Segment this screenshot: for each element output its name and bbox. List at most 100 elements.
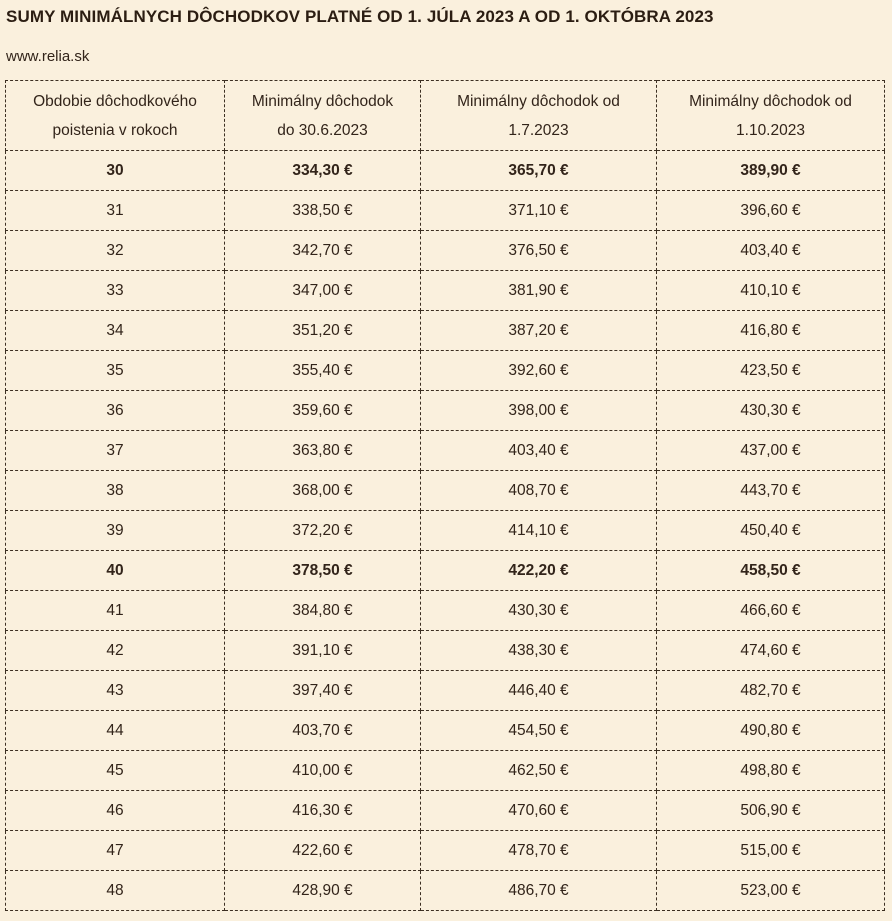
cell-before-jul-2023: 347,00 € [224, 270, 421, 311]
table-row: 32 342,70 €376,50 €403,40 € [5, 230, 885, 271]
cell-before-jul-2023: 372,20 € [224, 510, 421, 551]
table-row: 44 403,70 €454,50 €490,80 € [5, 710, 885, 751]
cell-before-jul-2023: 410,00 € [224, 750, 421, 791]
cell-before-jul-2023: 391,10 € [224, 630, 421, 671]
cell-from-jul-2023: 422,20 € [420, 550, 657, 591]
cell-from-oct-2023: 474,60 € [656, 630, 885, 671]
cell-from-oct-2023: 490,80 € [656, 710, 885, 751]
cell-before-jul-2023: 397,40 € [224, 670, 421, 711]
header-from-jul-2023: Minimálny dôchodok od 1.7.2023 [420, 80, 657, 151]
pension-table-body: 30 334,30 €365,70 €389,90 €31 338,50 €371,… [5, 150, 885, 911]
header-line: poistenia v rokoch [52, 121, 178, 139]
cell-from-oct-2023: 403,40 € [656, 230, 885, 271]
cell-from-jul-2023: 376,50 € [420, 230, 657, 271]
table-row: 33 347,00 €381,90 €410,10 € [5, 270, 885, 311]
cell-before-jul-2023: 384,80 € [224, 590, 421, 631]
cell-from-oct-2023: 396,60 € [656, 190, 885, 231]
cell-before-jul-2023: 342,70 € [224, 230, 421, 271]
table-row: 35 355,40 €392,60 €423,50 € [5, 350, 885, 391]
cell-insurance-years: 47 [5, 830, 225, 871]
cell-from-oct-2023: 498,80 € [656, 750, 885, 791]
cell-from-jul-2023: 438,30 € [420, 630, 657, 671]
cell-insurance-years: 42 [5, 630, 225, 671]
cell-insurance-years: 32 [5, 230, 225, 271]
cell-from-jul-2023: 430,30 € [420, 590, 657, 631]
header-line: Minimálny dôchodok [251, 92, 394, 110]
cell-before-jul-2023: 363,80 € [224, 430, 421, 471]
table-header: Obdobie dôchodkového poistenia v rokoch … [5, 80, 885, 151]
header-line: Obdobie dôchodkového [33, 92, 197, 110]
table-row: 46 416,30 €470,60 €506,90 € [5, 790, 885, 831]
header-before-jul-2023: Minimálny dôchodok do 30.6.2023 [224, 80, 421, 151]
table-row: 30 334,30 €365,70 €389,90 € [5, 150, 885, 191]
cell-insurance-years: 44 [5, 710, 225, 751]
cell-before-jul-2023: 428,90 € [224, 870, 421, 911]
cell-from-jul-2023: 414,10 € [420, 510, 657, 551]
header-line: Minimálny dôchodok od [689, 92, 852, 110]
cell-insurance-years: 35 [5, 350, 225, 391]
cell-insurance-years: 34 [5, 310, 225, 351]
cell-insurance-years: 46 [5, 790, 225, 831]
cell-from-oct-2023: 515,00 € [656, 830, 885, 871]
header-insurance-years: Obdobie dôchodkového poistenia v rokoch [5, 80, 225, 151]
cell-before-jul-2023: 422,60 € [224, 830, 421, 871]
header-line: Minimálny dôchodok od [457, 92, 620, 110]
cell-insurance-years: 33 [5, 270, 225, 311]
table-row: 34 351,20 €387,20 €416,80 € [5, 310, 885, 351]
table-row: 38 368,00 €408,70 €443,70 € [5, 470, 885, 511]
cell-from-oct-2023: 466,60 € [656, 590, 885, 631]
table-row: 41 384,80 €430,30 €466,60 € [5, 590, 885, 631]
cell-from-jul-2023: 454,50 € [420, 710, 657, 751]
cell-before-jul-2023: 351,20 € [224, 310, 421, 351]
source-url: www.relia.sk [6, 48, 90, 65]
cell-from-oct-2023: 458,50 € [656, 550, 885, 591]
table-row: 42 391,10 €438,30 €474,60 € [5, 630, 885, 671]
cell-from-jul-2023: 392,60 € [420, 350, 657, 391]
table-row: 37 363,80 €403,40 €437,00 € [5, 430, 885, 471]
cell-insurance-years: 43 [5, 670, 225, 711]
page-title: SUMY MINIMÁLNYCH DÔCHODKOV PLATNÉ OD 1. … [6, 7, 714, 26]
cell-insurance-years: 38 [5, 470, 225, 511]
cell-from-jul-2023: 486,70 € [420, 870, 657, 911]
cell-from-jul-2023: 408,70 € [420, 470, 657, 511]
cell-from-oct-2023: 389,90 € [656, 150, 885, 191]
cell-insurance-years: 37 [5, 430, 225, 471]
cell-insurance-years: 45 [5, 750, 225, 791]
cell-before-jul-2023: 355,40 € [224, 350, 421, 391]
header-line: do 30.6.2023 [277, 121, 368, 139]
cell-from-oct-2023: 523,00 € [656, 870, 885, 911]
table-row: 31 338,50 €371,10 €396,60 € [5, 190, 885, 231]
cell-insurance-years: 30 [5, 150, 225, 191]
header-from-oct-2023: Minimálny dôchodok od 1.10.2023 [656, 80, 885, 151]
cell-from-oct-2023: 430,30 € [656, 390, 885, 431]
cell-from-jul-2023: 398,00 € [420, 390, 657, 431]
table-row: 47 422,60 €478,70 €515,00 € [5, 830, 885, 871]
cell-before-jul-2023: 334,30 € [224, 150, 421, 191]
cell-from-oct-2023: 416,80 € [656, 310, 885, 351]
cell-from-oct-2023: 423,50 € [656, 350, 885, 391]
cell-insurance-years: 36 [5, 390, 225, 431]
table-row: 45 410,00 €462,50 €498,80 € [5, 750, 885, 791]
minimum-pension-table: Obdobie dôchodkového poistenia v rokoch … [5, 80, 885, 911]
cell-from-jul-2023: 446,40 € [420, 670, 657, 711]
cell-insurance-years: 41 [5, 590, 225, 631]
cell-from-jul-2023: 470,60 € [420, 790, 657, 831]
cell-from-jul-2023: 462,50 € [420, 750, 657, 791]
cell-from-oct-2023: 450,40 € [656, 510, 885, 551]
cell-from-oct-2023: 437,00 € [656, 430, 885, 471]
cell-from-jul-2023: 478,70 € [420, 830, 657, 871]
cell-from-jul-2023: 403,40 € [420, 430, 657, 471]
cell-from-oct-2023: 482,70 € [656, 670, 885, 711]
table-row: 36 359,60 €398,00 €430,30 € [5, 390, 885, 431]
cell-before-jul-2023: 378,50 € [224, 550, 421, 591]
cell-insurance-years: 31 [5, 190, 225, 231]
cell-insurance-years: 48 [5, 870, 225, 911]
cell-from-jul-2023: 365,70 € [420, 150, 657, 191]
cell-before-jul-2023: 403,70 € [224, 710, 421, 751]
header-line: 1.10.2023 [736, 121, 805, 139]
cell-from-oct-2023: 410,10 € [656, 270, 885, 311]
cell-insurance-years: 39 [5, 510, 225, 551]
cell-before-jul-2023: 338,50 € [224, 190, 421, 231]
cell-from-jul-2023: 381,90 € [420, 270, 657, 311]
table-row: 40 378,50 €422,20 €458,50 € [5, 550, 885, 591]
